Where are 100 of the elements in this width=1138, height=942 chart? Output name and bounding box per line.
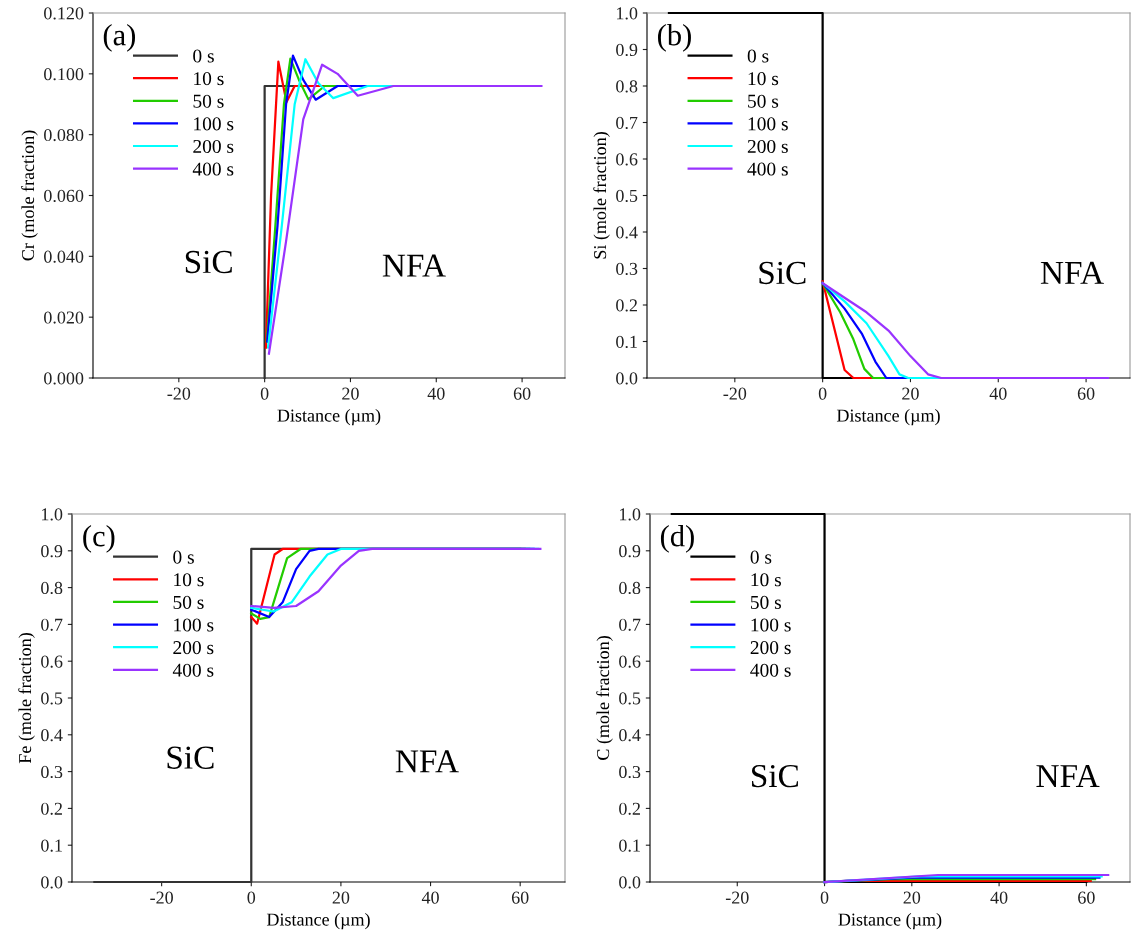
y-tick-label: 0.040 [44,250,84,263]
legend-label: 0 s [193,49,214,63]
legend-label: 400 s [750,663,791,677]
annotation: NFA [1036,764,1100,787]
y-tick-label: 0.120 [44,7,84,20]
x-tick-label: 40 [989,387,1007,400]
legend-label: 400 s [747,162,788,176]
y-tick-label: 0.2 [41,802,62,815]
x-tick-label: 20 [903,891,921,904]
annotation: SiC [752,764,798,788]
x-axis-title: Distance (µm) [277,408,381,426]
x-tick-label: -20 [723,387,747,400]
legend-label: 0 s [747,49,769,63]
legend-label: 100 s [194,117,234,131]
y-tick-label: 0.100 [44,68,84,81]
x-tick-label: 20 [902,387,919,400]
annotation: NFA [1040,261,1104,284]
legend-label: 200 s [193,139,234,154]
x-tick-label: 60 [513,387,531,400]
chart-title: (b) [658,23,691,52]
y-axis-title: Cr (mole fraction) [21,130,38,261]
y-tick-label: 0.6 [41,655,63,668]
y-tick-label: 0.7 [41,618,63,631]
y-tick-label: 1.0 [619,508,641,521]
y-tick-label: 0.5 [616,189,638,203]
y-tick-label: 0.2 [616,299,637,312]
y-tick-label: 0.8 [619,581,641,595]
y-tick-label: 0.8 [41,581,63,595]
y-tick-label: 1.0 [41,508,63,521]
x-axis-title: Distance (µm) [266,912,370,930]
x-tick-label: -20 [167,387,191,400]
y-tick-label: 0.9 [619,545,641,558]
y-axis-title: Fe (mole fraction) [18,633,35,764]
y-tick-label: 0.6 [616,153,638,166]
legend-label: 10 s [174,573,204,587]
annotation: SiC [185,250,232,274]
y-tick-label: 0.5 [41,692,63,705]
y-tick-label: 0.020 [44,311,84,324]
y-tick-label: 0.6 [619,655,641,668]
y-tick-label: 0.3 [41,765,63,779]
x-tick-label: 60 [1078,891,1095,904]
y-tick-label: 1.0 [616,7,638,20]
y-tick-label: 0.080 [44,128,84,142]
legend-label: 10 s [748,72,779,86]
legend-label: 50 s [173,595,204,609]
legend-label: 50 s [193,94,224,108]
y-tick-label: 0.4 [619,729,641,742]
x-tick-label: 0 [818,387,827,400]
x-tick-label: -20 [150,891,173,904]
annotation: SiC [167,746,214,769]
y-tick-label: 0.060 [44,189,84,203]
legend-label: 50 s [748,94,779,108]
annotation: NFA [395,750,459,773]
y-tick-label: 0.4 [616,226,638,239]
legend-label: 400 s [172,663,214,677]
x-tick-label: 60 [1077,387,1095,400]
annotation: SiC [759,261,806,285]
y-tick-label: 0.0 [616,372,638,385]
annotation: NFA [382,254,446,277]
y-tick-label: 0.5 [619,692,641,705]
legend-label: 0 s [750,550,772,564]
legend-label: 10 s [194,72,224,86]
legend-label: 200 s [750,641,791,655]
y-tick-label: 0.8 [616,80,638,93]
y-tick-label: 0.2 [619,802,640,815]
legend-label: 50 s [750,595,781,609]
y-tick-label: 0.1 [41,839,62,852]
x-tick-label: 20 [332,891,350,904]
x-tick-label: 60 [511,891,529,904]
chart-title: (a) [103,23,136,52]
legend-label: 100 s [748,117,788,131]
y-tick-label: 0.0 [41,876,63,889]
x-tick-label: 40 [421,891,439,904]
x-tick-label: 0 [260,387,269,400]
x-tick-label: 40 [427,387,445,400]
legend-label: 100 s [174,618,214,632]
x-tick-label: 0 [247,891,256,904]
x-tick-label: 0 [820,891,829,904]
legend-label: 100 s [751,618,791,632]
legend-label: 10 s [751,573,781,587]
x-tick-label: 20 [342,387,359,400]
x-axis-title: Distance (µm) [836,408,940,426]
y-tick-label: 0.9 [41,545,63,558]
y-tick-label: 0.3 [616,262,638,276]
y-tick-label: 0.000 [44,372,84,385]
y-tick-label: 0.9 [616,43,638,57]
y-tick-label: 0.4 [41,729,63,742]
legend-label: 400 s [192,162,234,176]
legend-label: 200 s [173,641,214,655]
chart-title: (d) [660,525,694,553]
y-axis-title: C (mole fraction) [596,636,613,760]
y-tick-label: 0.7 [619,618,641,631]
chart-title: (c) [83,525,115,553]
y-tick-label: 0.7 [616,116,638,130]
legend-label: 0 s [173,550,194,564]
x-tick-label: -20 [725,891,749,904]
y-axis-title: Si (mole fraction) [593,132,610,259]
legend-label: 200 s [747,139,788,154]
x-axis-title: Distance (µm) [838,912,942,930]
y-tick-label: 0.3 [619,765,641,779]
